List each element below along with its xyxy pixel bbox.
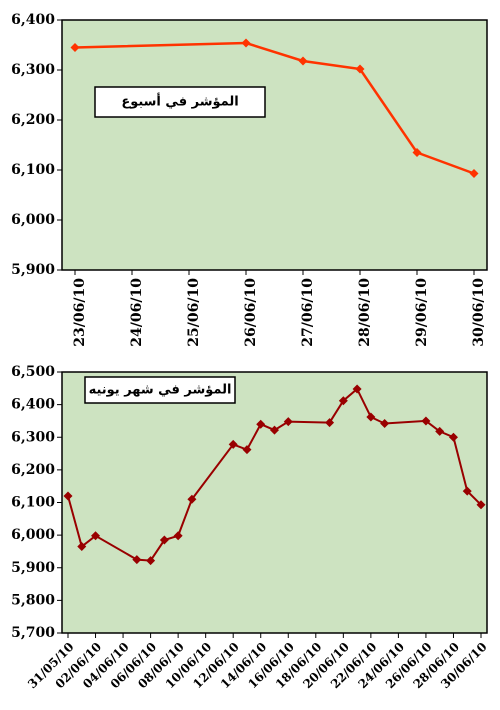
point (270, 425, 279, 435)
point (448, 432, 458, 442)
x-tick-label: 26/06/10 (243, 278, 259, 347)
point (366, 412, 376, 422)
point (283, 417, 293, 427)
chart-title: المؤشر في شهر يونيه (89, 383, 232, 398)
y-tick-label: 6,200 (11, 462, 55, 478)
point (187, 494, 197, 504)
point (352, 384, 362, 394)
point (469, 169, 479, 178)
point (256, 419, 266, 429)
x-tick-label: 27/06/10 (300, 278, 316, 347)
x-tick-label: 28/06/10 (357, 278, 373, 347)
point (132, 555, 142, 565)
y-tick-label: 6,300 (11, 429, 55, 445)
point (298, 56, 308, 66)
point (412, 148, 422, 157)
point (63, 491, 73, 501)
x-tick-label: 30/06/10 (471, 278, 487, 347)
point (70, 43, 80, 52)
point (91, 531, 101, 541)
y-tick-label: 6,400 (11, 397, 55, 413)
point (355, 64, 365, 74)
point (476, 500, 486, 510)
point (435, 426, 445, 436)
point (77, 542, 87, 552)
point (228, 439, 238, 449)
x-tick-label: 29/06/10 (414, 278, 430, 347)
y-tick-label: 6,300 (11, 62, 55, 78)
y-tick-label: 5,900 (11, 262, 55, 278)
point (242, 445, 252, 455)
plot-area (61, 371, 488, 634)
point (241, 38, 251, 48)
x-tick-label: 23/06/10 (72, 278, 88, 347)
y-tick-label: 6,100 (11, 495, 55, 511)
point (159, 535, 169, 545)
y-tick-label: 6,400 (11, 12, 55, 28)
y-tick-label: 6,000 (11, 212, 55, 228)
line (74, 41, 475, 175)
y-tick-label: 6,000 (11, 527, 55, 543)
point (338, 396, 348, 406)
title-box (94, 86, 266, 118)
y-tick-label: 6,100 (11, 162, 55, 178)
x-tick-label: 25/06/10 (186, 278, 202, 347)
plot-area (61, 19, 488, 271)
y-tick-label: 5,900 (11, 560, 55, 576)
point (146, 556, 156, 566)
y-tick-label: 5,700 (11, 625, 55, 641)
point (173, 531, 183, 541)
y-tick-label: 5,800 (11, 592, 55, 608)
y-tick-label: 6,500 (11, 364, 55, 380)
point (380, 419, 390, 429)
title-box (84, 376, 236, 404)
point (421, 416, 431, 426)
y-tick-label: 6,200 (11, 112, 55, 128)
chart-title: المؤشر في أسبوع (121, 93, 238, 110)
x-tick-label: 24/06/10 (129, 278, 145, 347)
point (462, 486, 472, 496)
point (325, 418, 335, 428)
